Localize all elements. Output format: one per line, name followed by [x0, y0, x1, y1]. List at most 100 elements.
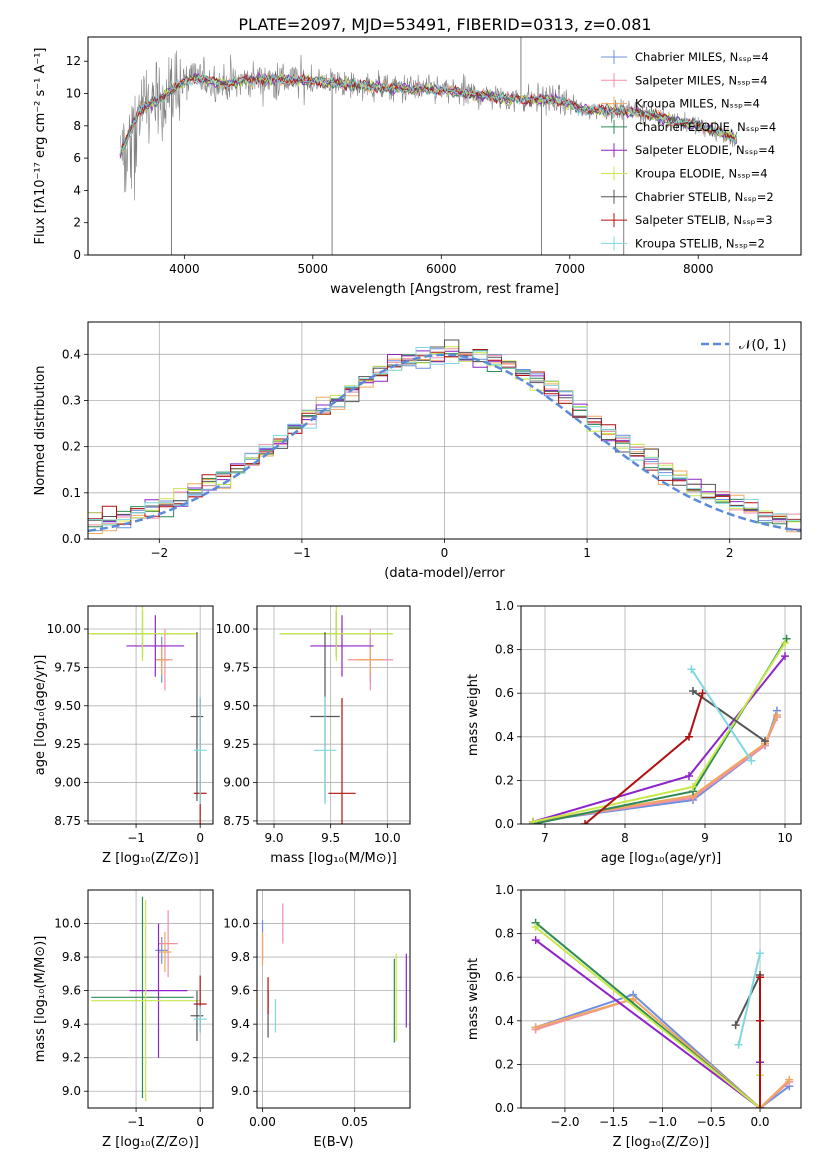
errorbar-point-kroupa_stelib: [193, 1005, 207, 1033]
x-tick-label: 2: [726, 546, 734, 560]
y-tick-label: 9.2: [62, 1051, 81, 1065]
weight-line-kroupa_miles: [532, 714, 778, 823]
x-axis-label: Z [log₁₀(Z/Z⊙)]: [102, 851, 199, 866]
y-tick-label: 0.4: [495, 730, 514, 744]
plot-area-weight_vs_age: [521, 606, 801, 824]
x-tick-label: −2: [150, 546, 168, 560]
y-tick-label: 6: [73, 151, 81, 165]
x-axis-label: age [log₁₀(age/yr)]: [601, 851, 722, 866]
spectrum-legend: Chabrier MILES, Nₛₛₚ=4 Salpeter MILES, Nₛ…: [601, 50, 776, 251]
weight-line-salpeter_elodie: [535, 939, 761, 1108]
weight-marker-kroupa_miles: [629, 995, 638, 1003]
x-axis-label: Z [log₁₀(Z/Z⊙)]: [102, 1135, 199, 1150]
y-tick-label: 9.25: [54, 737, 81, 751]
legend-label: Kroupa ELODIE, Nₛₛₚ=4: [635, 167, 768, 181]
legend-label: Kroupa MILES, Nₛₛₚ=4: [635, 97, 760, 111]
x-tick-label: 4000: [169, 262, 200, 276]
legend-label: 𝒩(0, 1): [739, 338, 786, 353]
axes-frame: [87, 889, 214, 1109]
y-tick-label: 1.0: [495, 599, 514, 613]
weight-marker-salpeter_elodie: [531, 936, 540, 945]
x-axis-label: wavelength [Angstrom, rest frame]: [330, 282, 559, 297]
errorbar-point-kroupa_stelib: [313, 696, 337, 805]
y-tick-label: 8: [73, 119, 81, 133]
errorbar-point-chabrier_stelib: [190, 632, 204, 801]
y-tick-label: 9.00: [54, 776, 81, 790]
x-tick-label: −0.5: [697, 1115, 726, 1129]
y-axis-label: Flux [fλ10⁻¹⁷ erg cm⁻² s⁻¹ A⁻¹]: [33, 48, 48, 245]
legend-label: Chabrier STELIB, Nₛₛₚ=2: [635, 190, 774, 204]
x-axis-label: mass [log₁₀(M/M⊙)]: [270, 851, 397, 866]
errorbar-point-kroupa_elodie: [279, 606, 393, 662]
y-tick-label: 0.0: [495, 817, 514, 831]
x-tick-label: 1: [583, 546, 591, 560]
panel-mass_vs_Z: −1 0 9.0 9.2 9.4 9.6 9.8 10.0 Z [log₁₀(Z/Z⊙)] mas…: [33, 889, 214, 1150]
x-tick-label: 9: [701, 831, 709, 845]
x-tick-label: 10.0: [374, 831, 401, 845]
panel-weight_vs_Z: −2.0 −1.5 −1.0 −0.5 0.0 0.0 0.2 0.4 0.6 0.8 1.0 Z […: [466, 883, 802, 1150]
y-tick-label: 8.75: [54, 814, 81, 828]
y-axis-label: mass weight: [466, 674, 481, 756]
weight-line-kroupa_elodie: [532, 642, 786, 823]
y-tick-label: 1.0: [495, 883, 514, 897]
y-tick-label: 0.0: [495, 1101, 514, 1115]
x-tick-label: 5000: [298, 262, 329, 276]
x-tick-label: 8000: [683, 262, 714, 276]
weight-marker-salpeter_stelib: [685, 732, 693, 741]
legend-label: Salpeter MILES, Nₛₛₚ=4: [635, 73, 768, 87]
y-tick-label: 0: [73, 248, 81, 262]
y-tick-label: 9.6: [62, 984, 81, 998]
model-spectrum-kroupa_elodie: [119, 72, 738, 154]
model-spectrum-kroupa_stelib: [119, 73, 738, 156]
axes-frame: [256, 889, 411, 1109]
y-tick-label: 0.2: [495, 1057, 514, 1071]
plot-area-mass_vs_Z: [88, 890, 213, 1108]
y-tick-label: 0.3: [62, 393, 81, 407]
y-tick-label: 0.0: [62, 532, 81, 546]
x-tick-label: −1: [293, 546, 311, 560]
weight-marker-kroupa_stelib: [687, 665, 696, 674]
y-tick-label: 0.4: [62, 347, 81, 361]
y-tick-label: 10.00: [47, 622, 81, 636]
y-tick-label: 12: [66, 54, 81, 68]
panel-age_vs_Z: −1 0 8.75 9.00 9.25 9.50 9.75 10.00 Z [log₁₀(Z/Z…: [33, 605, 214, 866]
errorbar-point-salpeter_elodie: [126, 615, 185, 677]
weight-marker-kroupa_stelib: [747, 756, 756, 765]
axes-frame: [256, 605, 411, 825]
x-tick-label: −2.0: [550, 1115, 579, 1129]
y-tick-label: 10: [66, 87, 81, 101]
x-tick-label: 9.0: [264, 831, 283, 845]
errorbar-point-kroupa_elodie: [91, 900, 201, 1102]
y-tick-label: 0.2: [495, 773, 514, 787]
weight-line-kroupa_miles: [535, 997, 790, 1108]
x-tick-label: 7000: [554, 262, 585, 276]
weight-marker-salpeter_stelib: [756, 1104, 765, 1108]
x-tick-label: 8: [621, 831, 629, 845]
weight-marker-chabrier_stelib: [731, 1021, 740, 1030]
axes-frame: [520, 889, 802, 1109]
residual-histogram-kroupa_stelib: [88, 347, 801, 526]
errorbar-point-kroupa_stelib: [193, 696, 207, 805]
weight-marker-kroupa_elodie: [531, 923, 540, 932]
y-tick-label: 9.2: [231, 1051, 250, 1065]
figure-title: PLATE=2097, MJD=53491, FIBERID=0313, z=0…: [238, 15, 651, 34]
axes-frame: [87, 605, 214, 825]
plot-area-age_vs_mass: [257, 606, 410, 824]
axes-frame: [520, 605, 802, 825]
y-tick-label: 9.4: [231, 1017, 250, 1031]
x-tick-label: −1.5: [599, 1115, 628, 1129]
y-tick-label: 0.2: [62, 440, 81, 454]
y-tick-label: 0.6: [495, 686, 514, 700]
x-tick-label: 0: [441, 546, 449, 560]
y-tick-label: 10.0: [223, 917, 250, 931]
y-tick-label: 9.6: [231, 984, 250, 998]
x-tick-label: −1: [127, 831, 145, 845]
y-tick-label: 0.6: [495, 970, 514, 984]
panel-mass_vs_ebv: 0.00 0.05 9.0 9.2 9.4 9.6 9.8 10.0 E(B-V): [223, 889, 411, 1150]
y-axis-label: mass [log₁₀(M/M⊙)]: [33, 936, 48, 1063]
plot-area-mass_vs_ebv: [257, 890, 410, 1108]
y-axis-label: age [log₁₀(age/yr)]: [33, 655, 48, 776]
y-tick-label: 9.4: [62, 1017, 81, 1031]
residual-histogram-kroupa_elodie: [88, 346, 801, 526]
